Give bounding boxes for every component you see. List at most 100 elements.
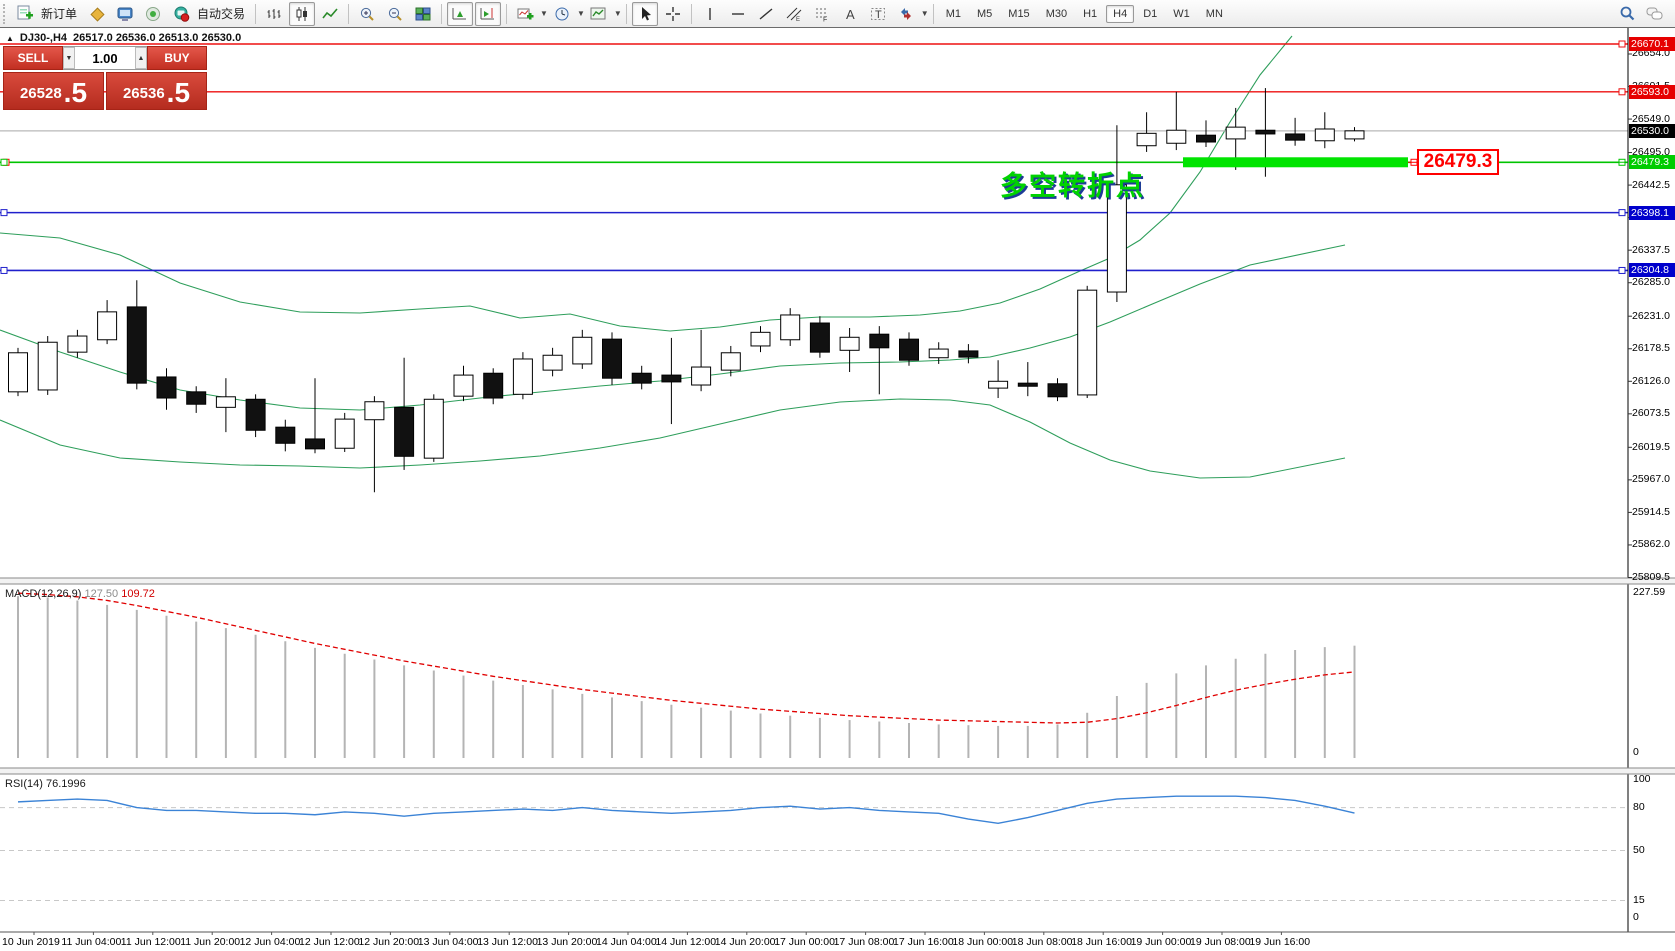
metaquotes-icon[interactable] — [84, 2, 110, 26]
volume-decrease-button[interactable]: ▼ — [63, 47, 75, 69]
tf-d1[interactable]: D1 — [1143, 7, 1158, 20]
cursor-icon[interactable] — [631, 1, 658, 26]
chart-shift-icon[interactable] — [475, 1, 502, 26]
hline-handle[interactable] — [0, 158, 8, 166]
time-axis-label[interactable]: 11 Jun 04:00 — [61, 936, 122, 948]
hline-handle[interactable] — [0, 209, 8, 217]
tile-windows-icon[interactable] — [410, 2, 436, 26]
panel-splitter[interactable] — [0, 768, 1675, 774]
volume-input[interactable] — [75, 47, 135, 69]
sell-button[interactable]: SELL — [3, 46, 63, 70]
time-axis-label[interactable]: 13 Jun 04:00 — [417, 936, 479, 948]
candle-body — [1077, 289, 1098, 396]
template-icon[interactable] — [586, 2, 612, 26]
add-indicator-dropdown[interactable]: ▼ — [540, 9, 548, 18]
trendline-icon[interactable] — [753, 2, 779, 26]
time-axis-label[interactable]: 12 Jun 12:00 — [299, 936, 360, 948]
time-axis-label[interactable]: 14 Jun 12:00 — [655, 936, 717, 948]
hline-handle[interactable] — [1618, 88, 1626, 96]
tf-h1[interactable]: H1 — [1083, 7, 1098, 20]
time-axis-label[interactable]: 18 Jun 00:00 — [952, 936, 1014, 948]
channel-icon[interactable]: E — [781, 2, 807, 26]
search-icon[interactable] — [1614, 2, 1640, 26]
time-axis-label[interactable]: 13 Jun 12:00 — [477, 936, 538, 948]
time-axis-label[interactable]: 13 Jun 20:00 — [536, 936, 598, 948]
time-axis-label[interactable]: 17 Jun 16:00 — [893, 936, 954, 948]
time-axis-label[interactable]: 19 Jun 08:00 — [1190, 936, 1251, 948]
period-clock-icon[interactable] — [549, 2, 575, 26]
horizontal-line-icon[interactable] — [725, 2, 751, 26]
svg-text:T: T — [875, 9, 882, 21]
volume-increase-button[interactable]: ▲ — [135, 47, 147, 69]
time-axis-label[interactable]: 12 Jun 20:00 — [358, 936, 420, 948]
tf-m30[interactable]: M30 — [1045, 7, 1068, 20]
fibonacci-icon[interactable]: F — [809, 2, 835, 26]
tf-m15[interactable]: M15 — [1008, 7, 1030, 20]
crosshair-icon[interactable] — [660, 2, 686, 26]
time-axis-label[interactable]: 19 Jun 16:00 — [1249, 936, 1311, 948]
arrows-icon[interactable] — [893, 2, 919, 26]
metaeditor-icon[interactable] — [112, 2, 138, 26]
new-order-label[interactable]: 新订单 — [41, 7, 78, 21]
autoscroll-icon[interactable] — [447, 1, 474, 26]
toolbar-separator — [625, 3, 627, 24]
signal-icon[interactable] — [140, 2, 166, 26]
toolbar-grip[interactable] — [3, 3, 8, 24]
svg-text:E: E — [796, 17, 800, 22]
candlestick-chart-icon[interactable] — [289, 1, 316, 26]
sell-price-tile[interactable]: 26528 .5 — [3, 72, 104, 110]
tf-mn[interactable]: MN — [1205, 7, 1223, 20]
price-callout-label[interactable]: 26479.3 — [1417, 149, 1499, 175]
zoom-out-icon[interactable] — [382, 2, 408, 26]
new-order-icon[interactable] — [12, 2, 38, 26]
hline-handle[interactable] — [1618, 40, 1626, 48]
autotrading-label[interactable]: 自动交易 — [197, 7, 246, 21]
vertical-line-icon[interactable] — [697, 2, 723, 26]
ohlc-values: 26517.0 26536.0 26513.0 26530.0 — [73, 32, 242, 44]
line-chart-icon[interactable] — [317, 2, 343, 26]
rsi-scale-label: 80 — [1633, 801, 1645, 813]
time-axis-label[interactable]: 14 Jun 20:00 — [714, 936, 776, 948]
candle-body — [394, 406, 415, 457]
bar-chart-icon[interactable] — [261, 2, 287, 26]
time-axis-label[interactable]: 19 Jun 00:00 — [1130, 936, 1192, 948]
tf-m1[interactable]: M1 — [945, 7, 961, 20]
zoom-in-icon[interactable] — [354, 2, 380, 26]
text-icon[interactable]: A — [837, 2, 863, 26]
chat-icon[interactable] — [1642, 2, 1668, 26]
tf-w1[interactable]: W1 — [1173, 7, 1190, 20]
chart-annotation-text[interactable]: 多空转折点 — [1000, 171, 1145, 201]
hline-handle[interactable] — [1618, 266, 1626, 274]
candle-body — [1136, 132, 1157, 147]
price-tick-label: 26126.0 — [1632, 374, 1670, 387]
price-tick-label: 25914.5 — [1632, 505, 1670, 518]
time-axis-label[interactable]: 12 Jun 04:00 — [239, 936, 301, 948]
time-axis-label[interactable]: 10 Jun 2019 — [2, 936, 60, 948]
autotrading-icon[interactable] — [168, 2, 194, 26]
buy-price-tile[interactable]: 26536 .5 — [106, 72, 207, 110]
add-indicator-icon[interactable] — [512, 2, 538, 26]
hline-handle[interactable] — [1618, 209, 1626, 217]
time-axis-label[interactable]: 14 Jun 04:00 — [596, 936, 657, 948]
time-axis-label[interactable]: 11 Jun 20:00 — [180, 936, 241, 948]
tf-m5[interactable]: M5 — [977, 7, 993, 20]
period-dropdown[interactable]: ▼ — [576, 9, 585, 18]
trend-segment[interactable] — [1183, 157, 1408, 168]
candle-body — [1106, 184, 1127, 293]
tf-h4[interactable]: H4 — [1106, 4, 1135, 23]
time-axis-label[interactable]: 17 Jun 00:00 — [774, 936, 835, 948]
time-axis-label[interactable]: 18 Jun 16:00 — [1071, 936, 1132, 948]
time-axis-label[interactable]: 17 Jun 08:00 — [833, 936, 895, 948]
price-line-label: 26530.0 — [1629, 123, 1675, 138]
template-dropdown[interactable]: ▼ — [613, 9, 622, 18]
time-axis-label[interactable]: 11 Jun 12:00 — [120, 936, 181, 948]
candle-body — [1166, 129, 1187, 144]
time-axis-label[interactable]: 18 Jun 08:00 — [1011, 936, 1073, 948]
hline-handle[interactable] — [0, 266, 8, 274]
arrows-dropdown[interactable]: ▼ — [920, 9, 929, 18]
panel-splitter[interactable] — [0, 578, 1675, 584]
text-label-icon[interactable]: T — [865, 2, 891, 26]
buy-button[interactable]: BUY — [147, 46, 207, 70]
rsi-indicator-label: RSI(14) 76.1996 — [5, 778, 86, 790]
